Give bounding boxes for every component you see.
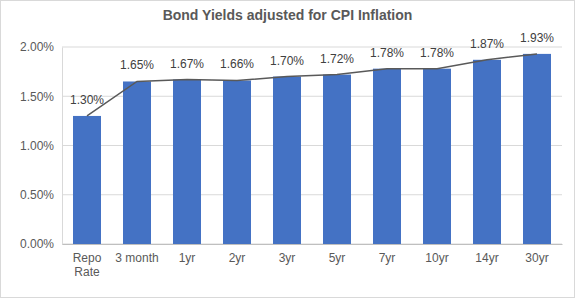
y-tick: 0.00% [20, 237, 62, 251]
x-tick-label: 10yr [425, 251, 448, 265]
y-tick-label: 0.50% [20, 188, 54, 202]
y-axis-line [62, 48, 63, 245]
marks [73, 54, 551, 244]
y-tick-label: 2.00% [20, 40, 54, 54]
bar [423, 69, 451, 244]
y-tick: 1.00% [20, 139, 62, 153]
y-tick-label: 1.00% [20, 139, 54, 153]
data-label: 1.65% [120, 58, 154, 72]
bar [173, 80, 201, 244]
title: Bond Yields adjusted for CPI Inflation [163, 7, 413, 23]
data-label: 1.78% [370, 46, 404, 60]
x-tick: 2yr [229, 244, 246, 265]
bar [123, 81, 151, 244]
chart: Bond Yields adjusted for CPI Inflation 0.… [0, 0, 575, 298]
y-tick: 1.50% [20, 90, 62, 104]
data-label: 1.87% [470, 37, 504, 51]
x-tick-label: 1yr [179, 251, 196, 265]
x-axis: RepoRate 3 month 1yr 2yr 3yr 5yr 7yr 10yr 14yr 30… [63, 244, 563, 279]
x-tick-label: 30yr [525, 251, 548, 265]
x-tick-label: 2yr [229, 251, 246, 265]
x-tick-label: 3 month [115, 251, 158, 265]
x-tick: 10yr [425, 244, 448, 265]
data-labels: 1.30% 1.65% 1.67% 1.66% 1.70% 1.72% 1.78% 1.78%… [70, 31, 554, 107]
data-label: 1.93% [520, 31, 554, 45]
data-label: 1.66% [220, 57, 254, 71]
y-tick-label: 0.00% [20, 237, 54, 251]
data-label: 1.70% [270, 54, 304, 68]
x-tick: RepoRate [73, 244, 102, 279]
bar [323, 75, 351, 244]
bar [73, 116, 101, 244]
bar [373, 69, 401, 244]
y-axis: 0.00% 0.50% 1.00% 1.50% 2.00% [20, 40, 63, 251]
data-label: 1.72% [320, 52, 354, 66]
y-tick-label: 1.50% [20, 90, 54, 104]
x-tick-label: 3yr [279, 251, 296, 265]
x-tick: 7yr [379, 244, 396, 265]
y-tick: 2.00% [20, 40, 62, 54]
data-label: 1.78% [420, 46, 454, 60]
bar [223, 80, 251, 244]
plot: 0.00% 0.50% 1.00% 1.50% 2.00% RepoRate 3 month… [20, 31, 563, 279]
grid [62, 47, 562, 244]
x-tick: 3yr [279, 244, 296, 265]
y-tick: 0.50% [20, 188, 62, 202]
x-tick-label: 7yr [379, 251, 396, 265]
x-tick-label: 14yr [475, 251, 498, 265]
x-tick: 5yr [329, 244, 346, 265]
x-tick-label: RepoRate [73, 251, 102, 279]
x-tick: 3 month [115, 244, 158, 265]
data-label: 1.67% [170, 57, 204, 71]
line [87, 54, 537, 116]
x-tick: 1yr [179, 244, 196, 265]
chart-border [1, 1, 575, 298]
bar [473, 60, 501, 244]
bar [273, 77, 301, 244]
x-axis-line [63, 244, 563, 245]
x-tick: 30yr [525, 244, 548, 265]
bar [523, 54, 551, 244]
bars [73, 54, 551, 244]
x-tick: 14yr [475, 244, 498, 265]
data-label: 1.30% [70, 93, 104, 107]
x-tick-label: 5yr [329, 251, 346, 265]
